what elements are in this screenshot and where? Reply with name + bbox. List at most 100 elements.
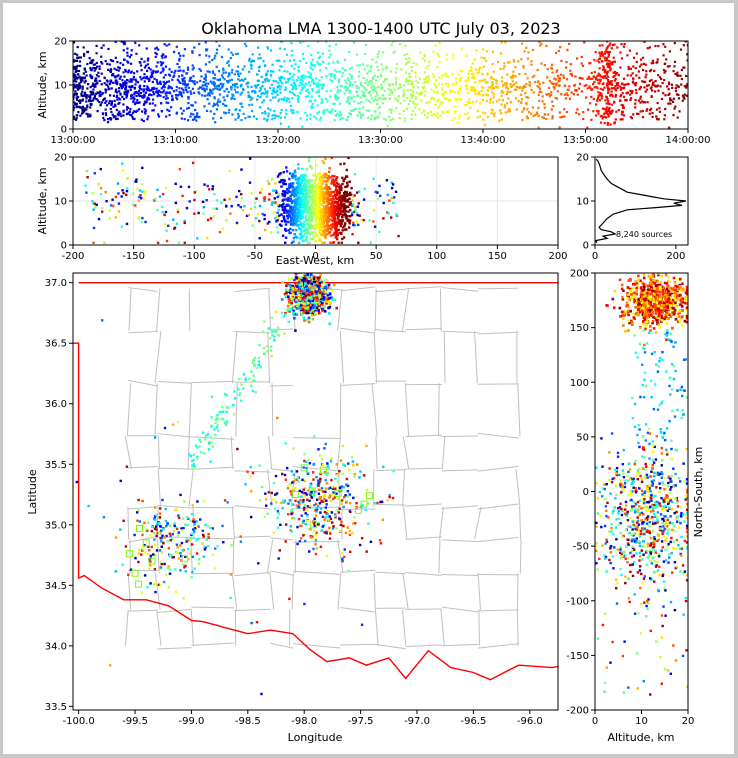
source-point <box>644 63 647 66</box>
source-point <box>332 208 335 211</box>
source-point <box>358 214 361 217</box>
source-point <box>333 204 336 208</box>
source-point <box>435 79 438 82</box>
source-point <box>298 178 302 181</box>
source-point <box>597 112 600 115</box>
source-point <box>278 98 281 101</box>
source-point <box>576 93 579 96</box>
source-point <box>397 87 400 90</box>
source-point <box>205 199 208 202</box>
source-point <box>498 98 501 101</box>
source-point <box>198 54 201 57</box>
source-point <box>481 73 484 76</box>
source-point <box>303 177 306 181</box>
source-point <box>551 100 554 103</box>
source-point <box>276 203 279 206</box>
source-point <box>256 79 259 82</box>
source-point <box>115 108 118 112</box>
source-point <box>451 90 454 93</box>
source-point <box>598 67 601 70</box>
source-point <box>405 79 408 83</box>
source-point <box>325 279 328 282</box>
source-point <box>306 201 310 204</box>
source-point <box>326 294 330 297</box>
source-point <box>140 220 144 224</box>
source-point <box>464 80 467 83</box>
source-point <box>525 115 528 118</box>
source-point <box>472 75 475 78</box>
source-point <box>228 108 231 112</box>
source-point <box>218 93 222 96</box>
county-line <box>401 288 410 332</box>
source-point <box>160 64 163 67</box>
source-point <box>392 201 395 205</box>
source-point <box>427 64 430 67</box>
source-point <box>363 68 366 71</box>
source-point <box>138 90 141 93</box>
source-point <box>237 70 240 73</box>
source-point <box>178 87 181 90</box>
source-point <box>341 237 344 241</box>
county-line <box>340 286 376 292</box>
source-point <box>645 109 648 112</box>
source-point <box>326 108 329 111</box>
source-point <box>562 76 565 79</box>
county-line <box>438 539 441 574</box>
source-point <box>292 236 296 240</box>
source-point <box>657 118 660 121</box>
source-point <box>607 113 610 116</box>
source-point <box>347 157 350 160</box>
source-point <box>305 300 309 303</box>
source-point <box>349 191 352 195</box>
source-point <box>121 83 124 86</box>
source-point <box>611 83 614 86</box>
source-point <box>334 236 337 239</box>
source-point <box>639 110 642 113</box>
source-point <box>138 108 141 111</box>
county-line <box>477 432 519 439</box>
county-line <box>232 539 235 574</box>
county-line <box>191 380 235 384</box>
source-point <box>302 239 306 242</box>
source-point <box>608 106 611 109</box>
source-point <box>175 89 178 92</box>
source-point <box>141 166 144 170</box>
source-point <box>254 217 258 220</box>
source-point <box>306 218 309 221</box>
source-point <box>252 60 255 63</box>
source-point <box>173 226 177 229</box>
source-point <box>303 202 307 205</box>
source-point <box>409 79 412 82</box>
source-point <box>203 90 206 93</box>
source-point <box>341 196 344 200</box>
source-point <box>247 213 250 217</box>
source-point <box>128 110 132 113</box>
source-point <box>588 85 591 88</box>
source-point <box>251 90 254 93</box>
source-point <box>262 60 265 63</box>
source-point <box>275 59 278 62</box>
source-point <box>619 95 622 98</box>
source-point <box>391 92 394 95</box>
source-point <box>287 186 291 189</box>
source-point <box>277 115 280 118</box>
source-point <box>382 217 385 220</box>
source-point <box>306 190 310 194</box>
source-point <box>163 82 166 85</box>
source-point <box>273 117 276 120</box>
source-point <box>337 219 340 222</box>
x-tick-label: 0 <box>592 251 598 262</box>
source-point <box>93 69 96 72</box>
source-point <box>588 77 592 80</box>
source-point <box>134 204 137 207</box>
source-point <box>621 110 624 113</box>
source-point <box>157 113 160 116</box>
source-point <box>163 43 166 46</box>
county-line <box>374 288 377 332</box>
source-point <box>263 117 266 120</box>
source-point <box>216 48 219 51</box>
source-point <box>171 78 174 81</box>
source-point <box>599 121 603 124</box>
source-point <box>237 115 240 118</box>
